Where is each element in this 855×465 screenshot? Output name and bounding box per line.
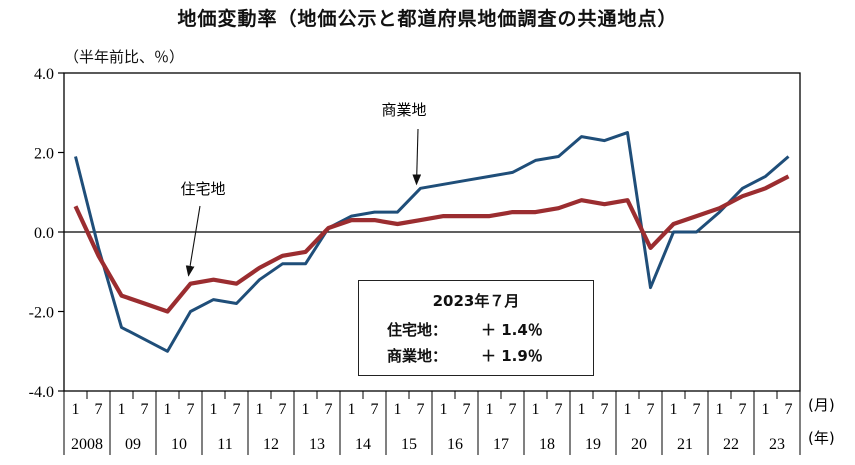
latest-commercial-value: ＋ 1.9％ [481, 347, 543, 365]
x-year-label: 21 [677, 436, 693, 453]
y-tick-label: 4.0 [34, 66, 54, 83]
series-line-residential [73, 174, 790, 314]
x-month-label: 1 [624, 401, 632, 418]
x-month-unit-label: (月) [808, 396, 835, 414]
x-month-label: 7 [509, 401, 517, 418]
latest-residential-label: 住宅地： [387, 321, 448, 339]
x-month-label: 7 [739, 401, 747, 418]
x-month-label: 1 [256, 401, 264, 418]
x-year-label: 22 [723, 436, 739, 453]
x-month-label: 7 [417, 401, 425, 418]
y-tick-label: -4.0 [29, 384, 54, 401]
x-month-label: 7 [371, 401, 379, 418]
series-line-commercial [74, 131, 790, 353]
annotation-label-commercial: 商業地 [381, 101, 426, 119]
x-month-label: 7 [601, 401, 609, 418]
latest-value-box: 2023年７月 住宅地： ＋ 1.4％ 商業地： ＋ 1.9％ [358, 280, 594, 376]
x-month-label: 1 [532, 401, 540, 418]
x-year-label: 13 [309, 436, 325, 453]
x-year-label: 17 [493, 436, 509, 453]
y-tick-label: -2.0 [29, 305, 54, 322]
x-year-label: 20 [631, 436, 647, 453]
x-year-label: 12 [263, 436, 279, 453]
x-month-label: 1 [348, 401, 356, 418]
y-tick-label: 2.0 [34, 146, 54, 163]
x-month-label: 7 [325, 401, 333, 418]
x-year-label: 15 [401, 436, 417, 453]
y-axis-unit-label: （半年前比、％） [64, 48, 185, 66]
x-month-label: 1 [670, 401, 678, 418]
x-year-label: 18 [539, 436, 555, 453]
x-month-label: 7 [187, 401, 195, 418]
latest-commercial-row: 商業地： ＋ 1.9％ [387, 345, 543, 366]
annotation-label-residential: 住宅地 [180, 180, 225, 198]
x-month-label: 1 [578, 401, 586, 418]
latest-commercial-label: 商業地： [387, 347, 448, 365]
x-month-label: 1 [762, 401, 770, 418]
x-month-label: 1 [486, 401, 494, 418]
x-year-label: 19 [585, 436, 601, 453]
x-year-label: 2008 [71, 436, 103, 453]
latest-value-box-title: 2023年７月 [432, 292, 520, 310]
x-month-label: 1 [210, 401, 218, 418]
x-month-label: 1 [440, 401, 448, 418]
y-tick-label: 0.0 [34, 225, 54, 242]
x-month-label: 7 [279, 401, 287, 418]
x-month-label: 7 [95, 401, 103, 418]
x-year-label: 11 [217, 436, 232, 453]
x-month-label: 7 [647, 401, 655, 418]
chart-title: 地価変動率（地価公示と都道府県地価調査の共通地点） [177, 8, 678, 30]
x-month-label: 7 [233, 401, 241, 418]
x-month-label: 1 [118, 401, 126, 418]
x-month-label: 7 [785, 401, 793, 418]
x-month-label: 7 [463, 401, 471, 418]
x-year-label: 14 [355, 436, 371, 453]
x-year-label: 16 [447, 436, 463, 453]
x-month-label: 1 [716, 401, 724, 418]
annotation-arrow-residential [185, 205, 201, 277]
x-month-label: 1 [302, 401, 310, 418]
x-month-label: 1 [72, 401, 80, 418]
x-year-label: 23 [769, 436, 785, 453]
latest-residential-value: ＋ 1.4％ [481, 321, 543, 339]
latest-residential-row: 住宅地： ＋ 1.4％ [387, 319, 543, 340]
x-month-label: 7 [141, 401, 149, 418]
x-year-unit-label: (年) [808, 429, 835, 447]
x-month-label: 1 [164, 401, 172, 418]
x-month-label: 7 [555, 401, 563, 418]
x-month-label: 1 [394, 401, 402, 418]
x-year-label: 10 [171, 436, 187, 453]
x-month-label: 7 [693, 401, 701, 418]
x-year-label: 09 [125, 436, 141, 453]
annotation-arrow-commercial [412, 128, 422, 186]
